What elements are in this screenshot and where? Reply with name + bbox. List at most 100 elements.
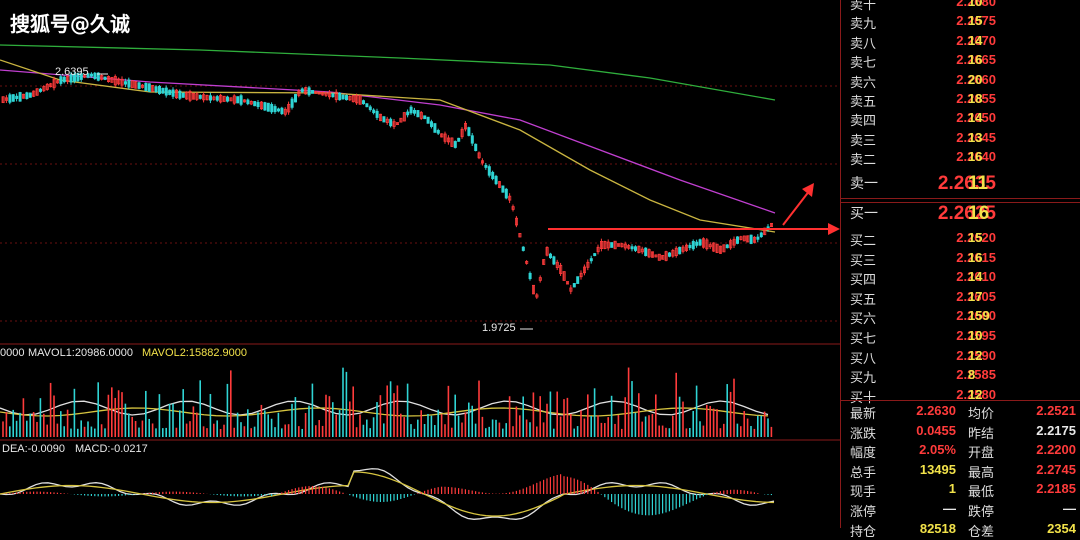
candle-body [236, 96, 240, 104]
resistance-arrowhead [828, 223, 840, 235]
candle-body [746, 235, 750, 243]
candle-body [702, 238, 706, 248]
candle-body [685, 244, 689, 251]
stat-label: 开盘 [968, 446, 995, 462]
order-price: 2.2610 [956, 269, 996, 285]
candle-body [134, 81, 138, 89]
candle-body [351, 95, 355, 103]
candle-body [15, 95, 19, 99]
candle-body [725, 244, 729, 249]
candle-body [661, 254, 665, 260]
candle-body [124, 81, 128, 85]
candle-body [569, 287, 573, 292]
order-book-row: 卖八 2.2670 14 [840, 33, 1080, 52]
order-price: 2.2675 [956, 13, 996, 29]
order-volume: 18 [968, 91, 983, 106]
candle-body [446, 137, 450, 143]
candle-body [358, 94, 362, 105]
candle-body [195, 93, 199, 100]
stat-label: 幅度 [850, 446, 877, 462]
high-price-label: 2.6395 [55, 66, 89, 78]
candle-body [171, 89, 175, 97]
candle-body [668, 252, 672, 257]
candle-body [18, 92, 22, 102]
candle-body [178, 90, 182, 99]
order-volume: 12 [968, 347, 983, 363]
order-book-row: 卖九 2.2675 15 [840, 13, 1080, 32]
candle-body [443, 133, 447, 142]
candle-body [232, 95, 236, 104]
candle-body [579, 272, 583, 278]
candle-body [484, 164, 488, 168]
candle-body [412, 109, 416, 114]
candle-body [263, 102, 267, 111]
stat-value: 0.0455 [916, 422, 956, 438]
candle-body [385, 118, 389, 123]
stat-value: 2.2185 [1036, 481, 1076, 497]
order-level-label: 买八 [850, 351, 877, 367]
candle-body [722, 244, 726, 253]
candle-body [436, 130, 440, 134]
candle-body [293, 94, 297, 103]
candle-body [715, 243, 719, 254]
candle-body [66, 75, 70, 82]
quote-stat-row: 最新 2.2630 均价 2.2521 [840, 403, 1080, 423]
candle-body [324, 92, 328, 96]
candle-body [637, 245, 641, 254]
order-price: 2.2615 [956, 249, 996, 265]
candle-body [566, 281, 570, 285]
candle-body [504, 188, 508, 199]
candlesticks [1, 71, 774, 299]
candle-body [463, 123, 467, 130]
quote-stat-row: 涨跌 0.0455 昨结 2.2175 [840, 423, 1080, 443]
candle-body [256, 102, 260, 108]
candle-body [623, 243, 627, 249]
stat-value: 2.05% [919, 442, 956, 458]
candle-body [266, 102, 270, 112]
candle-body [644, 247, 648, 257]
order-price: 2.2640 [956, 149, 996, 165]
order-price: 2.2650 [956, 110, 996, 126]
order-volume: 15 [968, 230, 983, 245]
order-level-label: 卖八 [850, 36, 877, 52]
order-volume: 17 [968, 288, 983, 304]
candle-body [508, 195, 512, 201]
stat-value: 2354 [1047, 520, 1076, 536]
candle-body [586, 261, 590, 268]
candle-body [32, 90, 36, 97]
order-book-row: 卖三 2.2645 13 [840, 130, 1080, 149]
candle-body [429, 121, 433, 127]
stat-value: 82518 [919, 520, 956, 536]
candle-body [378, 113, 382, 122]
order-price: 2.2580 [956, 386, 996, 402]
candle-body [164, 87, 168, 96]
panel-border [840, 0, 841, 528]
order-volume: 20 [968, 71, 983, 87]
candle-body [603, 241, 607, 249]
candle-body [174, 89, 178, 99]
candle-body [681, 246, 685, 252]
order-price: 2.2605 [956, 288, 996, 304]
candle-body [191, 92, 195, 100]
stat-label: 仓差 [968, 524, 995, 540]
candle-body [729, 240, 733, 249]
order-volume: 10 [968, 0, 983, 9]
annotation-overlay [97, 73, 840, 330]
candle-body [1, 96, 5, 104]
order-level-label: 卖二 [850, 153, 877, 169]
candle-body [229, 97, 233, 102]
candle-body [327, 92, 331, 98]
order-volume: 15 [968, 13, 983, 29]
candle-body [283, 108, 287, 115]
quote-stat-row: 现手 1 最低 2.2185 [840, 481, 1080, 501]
candle-body [691, 241, 695, 250]
quote-stat-row: 涨停 — 跌停 — [840, 501, 1080, 521]
order-level-label: 卖五 [850, 95, 877, 110]
stat-label: 最新 [850, 407, 877, 422]
order-level-label: 卖三 [850, 133, 877, 149]
order-volume: 10 [968, 328, 983, 343]
candle-body [168, 89, 172, 95]
candle-body [440, 133, 444, 138]
candle-body [375, 110, 379, 118]
candle-body [181, 92, 185, 98]
